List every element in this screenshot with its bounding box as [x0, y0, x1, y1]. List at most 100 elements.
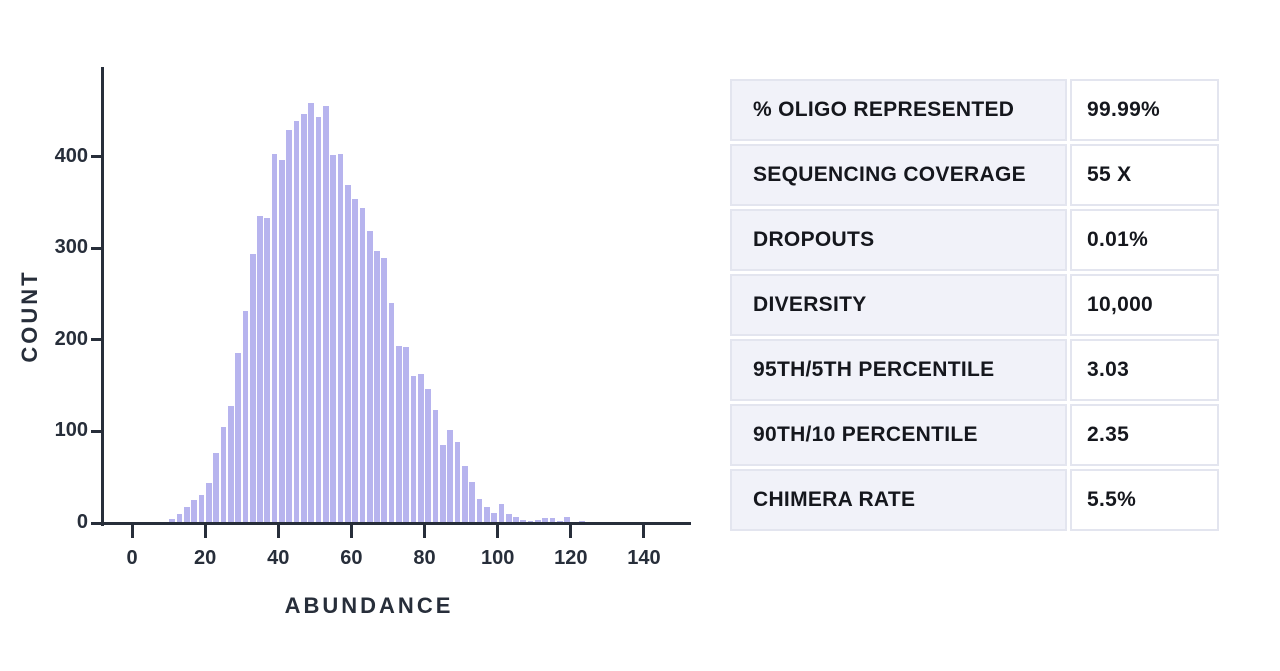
histogram-bar: [498, 503, 505, 523]
histogram-bar: [418, 373, 424, 523]
histogram-bar: [469, 481, 475, 523]
histogram-bar: [337, 154, 344, 523]
histogram-bar: [447, 429, 453, 523]
histogram-bar: [483, 507, 490, 523]
histogram-bar: [410, 375, 417, 523]
y-axis-label: COUNT: [17, 269, 42, 363]
histogram-bar: [520, 520, 527, 523]
histogram-bar: [183, 507, 190, 523]
y-tick-mark: [91, 338, 102, 342]
y-tick-mark: [91, 429, 102, 433]
histogram-bar: [476, 499, 483, 523]
histogram-bar: [564, 516, 570, 523]
stat-value: 5.5%: [1070, 469, 1219, 531]
histogram-bar: [454, 441, 461, 523]
histogram-bar: [542, 518, 549, 523]
stat-label: % OLIGO REPRESENTED: [730, 79, 1067, 141]
stat-value: 0.01%: [1070, 209, 1219, 271]
x-tick-mark: [203, 525, 207, 538]
y-tick-label: 400: [54, 144, 88, 167]
histogram-bar: [213, 453, 219, 523]
stat-label: DIVERSITY: [730, 274, 1067, 336]
histogram-bar: [242, 310, 249, 523]
histogram-bar: [264, 218, 271, 523]
table-row: DIVERSITY 10,000: [730, 274, 1219, 336]
stat-value: 99.99%: [1070, 79, 1219, 141]
histogram-bar: [308, 102, 315, 523]
x-tick-mark: [496, 525, 500, 538]
y-tick-label: 200: [54, 327, 88, 350]
stat-value: 55 X: [1070, 144, 1219, 206]
histogram-bar: [271, 154, 278, 523]
histogram-bar: [366, 230, 373, 523]
table-row: CHIMERA RATE 5.5%: [730, 469, 1219, 531]
stat-value: 10,000: [1070, 274, 1219, 336]
histogram-bar: [359, 208, 366, 523]
stat-label: DROPOUTS: [730, 209, 1067, 271]
table-row: SEQUENCING COVERAGE 55 X: [730, 144, 1219, 206]
y-axis: [101, 67, 104, 526]
histogram-bar: [388, 303, 395, 523]
histogram-bar: [330, 154, 336, 523]
y-tick-mark: [91, 521, 102, 525]
histogram-bar: [249, 253, 256, 523]
table-row: % OLIGO REPRESENTED 99.99%: [730, 79, 1219, 141]
histogram-bar: [191, 500, 197, 523]
histogram-bar: [505, 513, 512, 523]
stat-label: CHIMERA RATE: [730, 469, 1067, 531]
x-tick-mark: [569, 525, 573, 538]
histogram-bar: [286, 130, 293, 523]
x-axis: [100, 522, 691, 525]
histogram-bar: [491, 512, 497, 523]
histogram-bar: [535, 520, 541, 523]
y-tick-mark: [91, 155, 102, 159]
histogram-bar: [279, 159, 285, 523]
histogram-bar: [549, 518, 556, 523]
histogram-bar: [176, 513, 183, 523]
y-tick-mark: [91, 246, 102, 250]
histogram-bar: [432, 410, 439, 523]
x-tick-mark: [130, 525, 134, 538]
histogram-bar: [257, 216, 263, 523]
x-tick-label: 0: [126, 547, 138, 569]
x-tick-label: 120: [554, 547, 588, 569]
stat-value: 3.03: [1070, 339, 1219, 401]
x-tick-label: 40: [267, 547, 290, 569]
histogram-bar: [169, 519, 176, 523]
x-tick-label: 20: [194, 547, 217, 569]
table-row: 90TH/10 PERCENTILE 2.35: [730, 404, 1219, 466]
histogram-bar: [425, 389, 432, 523]
x-tick-mark: [276, 525, 280, 538]
histogram-bar: [374, 251, 380, 523]
histogram-bar: [301, 113, 307, 523]
x-tick-label: 140: [627, 547, 661, 569]
histogram-bar: [205, 482, 212, 523]
x-axis-label: ABUNDANCE: [284, 593, 454, 618]
stat-label: 90TH/10 PERCENTILE: [730, 404, 1067, 466]
abundance-histogram: 0 100 200 300 400 0 20 40 60 80 100 120 140 COUNT A…: [17, 67, 691, 618]
histogram-bar: [352, 198, 358, 523]
histogram-bar: [293, 121, 300, 523]
x-tick-label: 100: [481, 547, 515, 569]
histogram-bar: [198, 494, 205, 523]
histogram-bar: [381, 258, 388, 523]
x-tick-mark: [423, 525, 427, 538]
x-tick-mark: [642, 525, 646, 538]
x-tick-label: 80: [413, 547, 436, 569]
histogram-bar: [513, 516, 519, 523]
histogram-bar: [322, 106, 329, 523]
y-tick-label: 0: [76, 511, 88, 533]
y-tick-label: 300: [54, 236, 88, 259]
y-tick-label: 100: [54, 419, 88, 442]
stats-table: % OLIGO REPRESENTED 99.99% SEQUENCING COVE…: [730, 79, 1219, 534]
table-row: DROPOUTS 0.01%: [730, 209, 1219, 271]
histogram-bar: [315, 117, 322, 523]
histogram-bar: [439, 445, 446, 523]
stat-label: 95TH/5TH PERCENTILE: [730, 339, 1067, 401]
histogram-bar: [220, 426, 227, 523]
stat-label: SEQUENCING COVERAGE: [730, 144, 1067, 206]
stat-value: 2.35: [1070, 404, 1219, 466]
histogram-bar: [344, 185, 351, 523]
histogram-bar: [403, 347, 410, 523]
